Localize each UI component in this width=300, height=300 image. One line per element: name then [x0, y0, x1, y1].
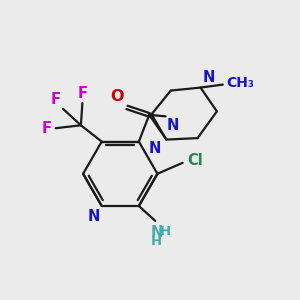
Text: N: N — [166, 118, 178, 133]
Text: O: O — [110, 89, 123, 104]
Text: F: F — [77, 85, 87, 100]
Text: H: H — [160, 225, 171, 238]
Text: Cl: Cl — [187, 153, 203, 168]
Text: N: N — [88, 209, 100, 224]
Text: N: N — [148, 141, 161, 156]
Text: N: N — [151, 225, 163, 240]
Text: N: N — [203, 70, 215, 85]
Text: H: H — [151, 235, 162, 248]
Text: F: F — [42, 121, 52, 136]
Text: CH₃: CH₃ — [226, 76, 254, 90]
Text: F: F — [51, 92, 61, 107]
